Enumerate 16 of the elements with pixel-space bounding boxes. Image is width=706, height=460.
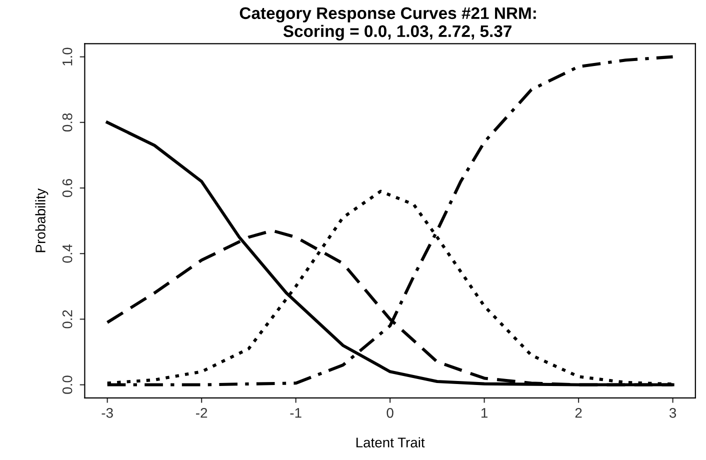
x-tick-label: 1 [482,408,488,418]
x-tick-label: 0 [386,408,394,418]
y-tick-label: 0.4 [62,244,72,263]
x-tick-label: 2 [575,408,582,418]
y-tick-label: 0.8 [62,113,72,132]
x-tick-label: -2 [196,408,208,418]
y-axis-title: Probability [35,188,48,252]
y-tick-label: 0.6 [62,178,72,198]
y-tick-label: 1.0 [62,48,72,66]
x-tick-label: 3 [669,408,676,418]
y-tick-label: 0.0 [62,376,72,394]
y-tick-label: 0.2 [62,310,72,328]
chart-title: Category Response Curves #21 NRM: Scoring = 0.0, 1.03, 2.72, 5.37 [240,7,536,40]
x-axis-title: Latent Trait [356,437,425,448]
x-tick-label: -3 [102,408,113,418]
x-tick-label: -1 [290,408,302,418]
